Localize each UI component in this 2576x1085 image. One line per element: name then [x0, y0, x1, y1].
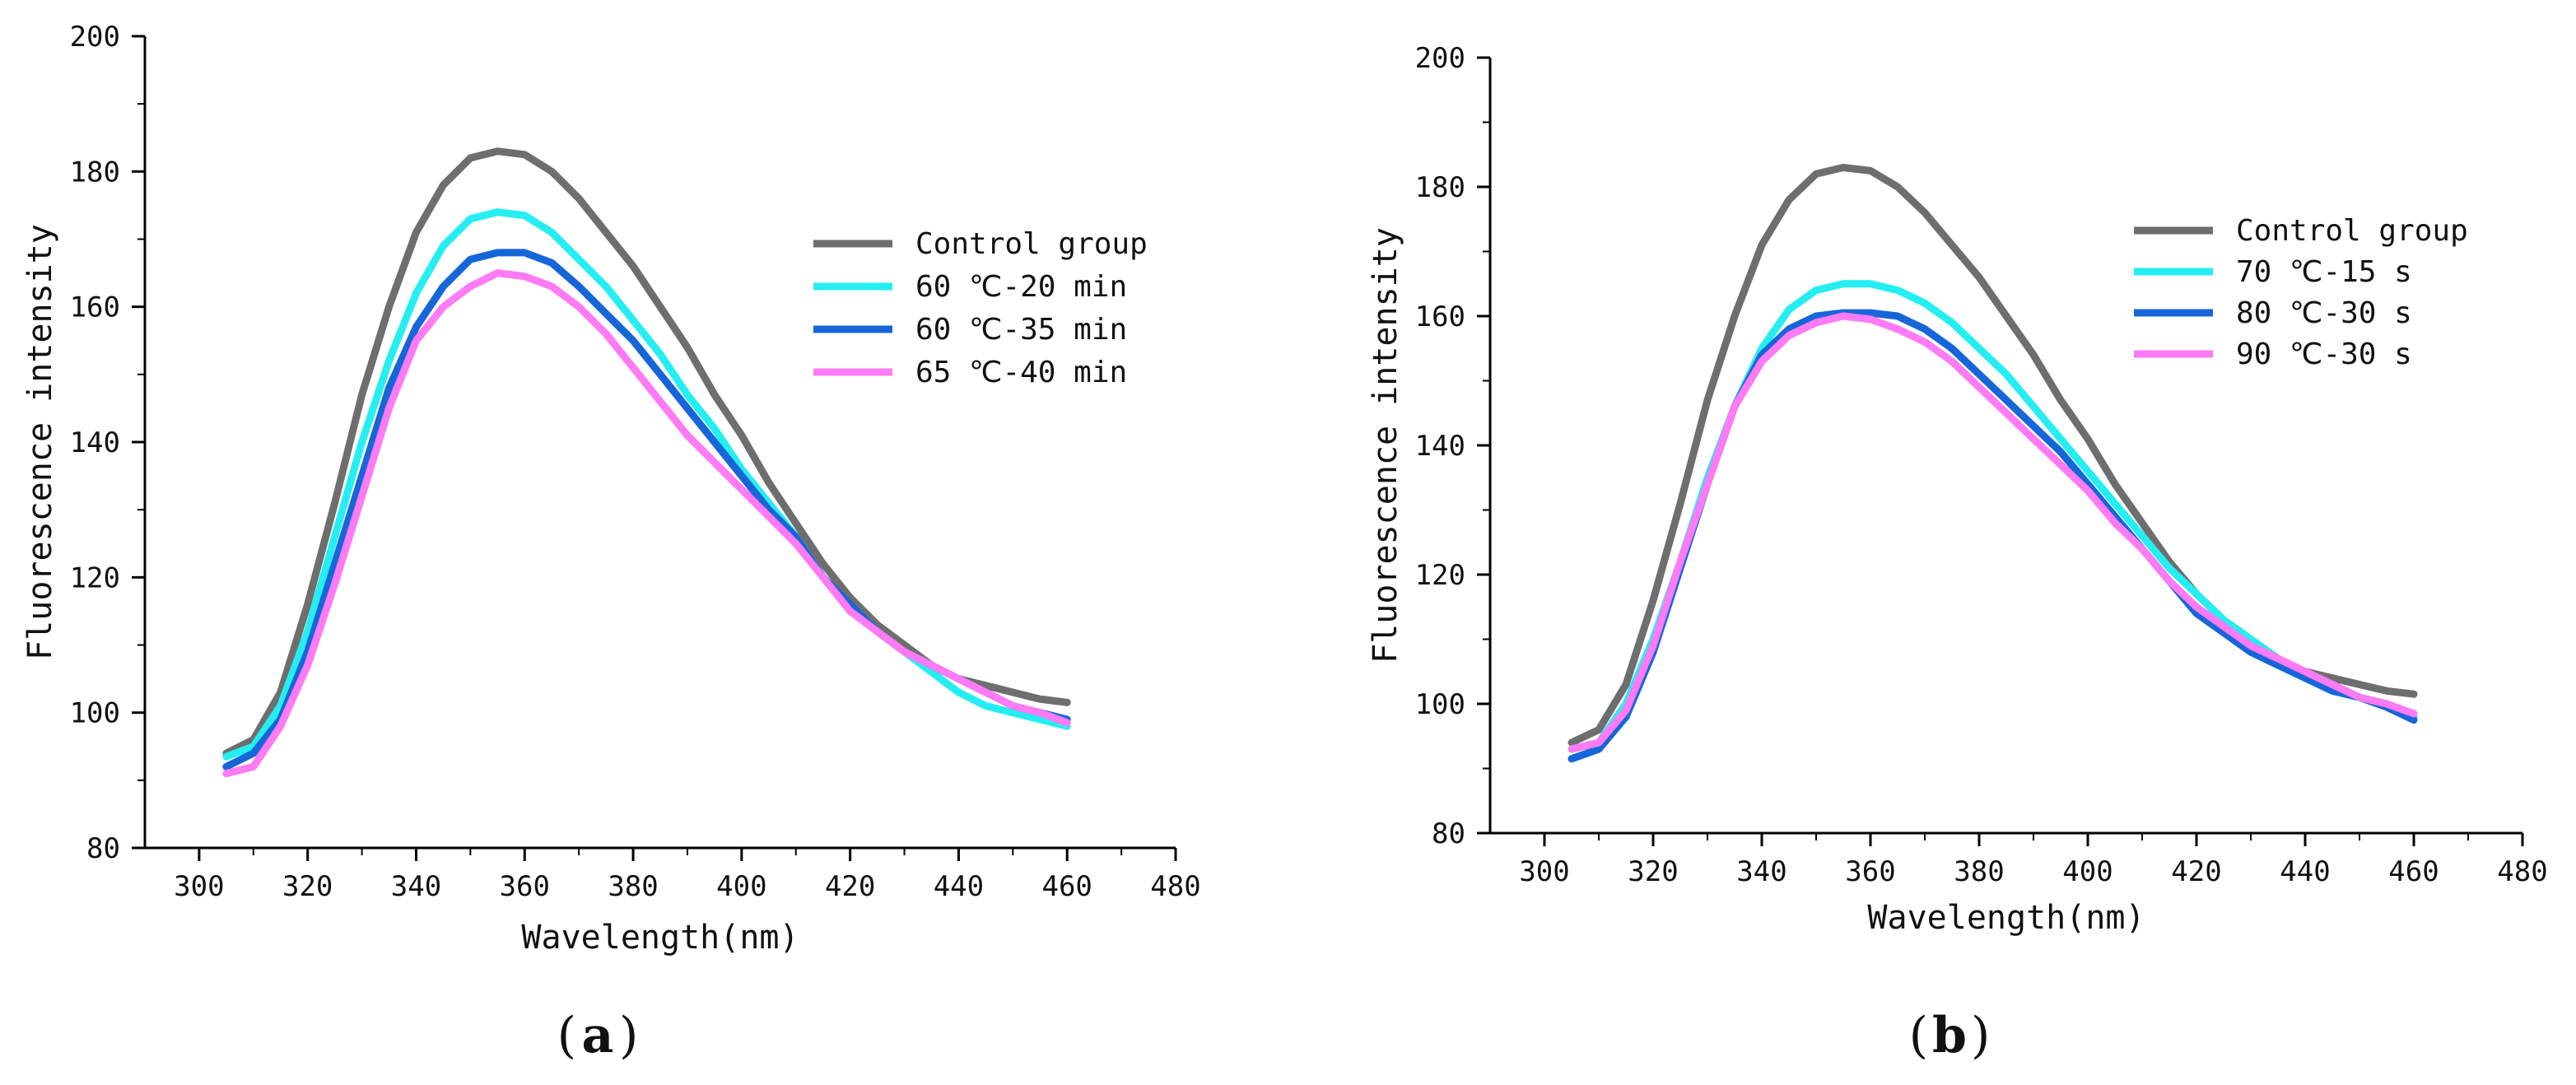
legend: Control group 60 ℃-20 min 60 ℃-35 min 65 ℃-… — [813, 227, 1148, 389]
x-tick-label: 380 — [608, 870, 658, 903]
y-tick-label: 200 — [1415, 42, 1465, 75]
y-tick-label: 140 — [70, 426, 120, 459]
x-tick-label: 360 — [1845, 855, 1895, 888]
x-tick-label: 340 — [391, 870, 441, 903]
x-tick-label: 400 — [2062, 855, 2113, 888]
x-tick-label: 380 — [1954, 855, 2004, 888]
y-tick-label: 80 — [86, 832, 120, 865]
y-tick-label: 180 — [70, 156, 120, 189]
series-line-4 — [222, 269, 1071, 778]
x-tick-label: 300 — [1519, 855, 1569, 888]
x-tick-label: 320 — [1628, 855, 1678, 888]
legend-label-2: 60 ℃-20 min — [915, 270, 1127, 304]
legend-label-1: Control group — [2236, 214, 2468, 248]
legend-label-3: 80 ℃-30 s — [2236, 296, 2412, 330]
y-tick-label: 120 — [1415, 559, 1465, 592]
legend-label-2: 70 ℃-15 s — [2236, 255, 2412, 289]
x-tick-label: 320 — [282, 870, 333, 903]
x-tick-label: 440 — [2280, 855, 2330, 888]
x-tick-label: 340 — [1736, 855, 1786, 888]
panel-b-chart: 300 320 340 360 380 400 420 440 460 480 80 100 120 14… — [1367, 42, 2548, 937]
series-line-2 — [222, 208, 1071, 761]
panel-b-label-close: ) — [1971, 1007, 1990, 1064]
x-tick-label: 480 — [1150, 870, 1200, 903]
legend-label-3: 60 ℃-35 min — [915, 313, 1127, 347]
x-tick-label: 480 — [2497, 855, 2547, 888]
x-tick-label: 360 — [500, 870, 550, 903]
legend-label-4: 65 ℃-40 min — [915, 356, 1127, 389]
y-tick-label: 120 — [70, 561, 120, 594]
y-tick-label: 100 — [1415, 688, 1465, 721]
series-line-4 — [1567, 312, 2418, 753]
legend: Control group 70 ℃-15 s 80 ℃-30 s 90 ℃-30 s — [2134, 214, 2468, 371]
x-tick-label: 440 — [934, 870, 984, 903]
x-tick-label: 420 — [2171, 855, 2221, 888]
y-tick-label: 80 — [1432, 817, 1465, 850]
panel-a-chart: 300 320 340 360 380 400 420 440 460 480 80 100 120 14… — [21, 21, 1201, 957]
panel-b-label-open: ( — [1909, 1007, 1928, 1064]
x-tick-label: 400 — [716, 870, 766, 903]
y-tick-label: 160 — [1415, 300, 1465, 333]
y-tick-label: 200 — [70, 21, 120, 54]
x-tick-label: 460 — [1041, 870, 1092, 903]
y-axis-label: Fluorescence intensity — [21, 224, 59, 660]
x-tick-label: 460 — [2388, 855, 2439, 888]
x-axis-label: Wavelength(nm) — [521, 919, 799, 957]
x-tick-label: 420 — [825, 870, 875, 903]
y-tick-label: 160 — [70, 291, 120, 324]
panel-a-label-open: ( — [557, 1007, 576, 1064]
legend-label-4: 90 ℃-30 s — [2236, 338, 2412, 371]
panel-a-label-letter: a — [582, 1007, 614, 1064]
legend-label-1: Control group — [915, 227, 1148, 261]
y-tick-label: 140 — [1415, 430, 1465, 463]
y-axis-label: Fluorescence intensity — [1367, 227, 1404, 664]
y-tick-label: 100 — [70, 697, 120, 730]
panel-a-label-close: ) — [619, 1007, 638, 1064]
x-axis-label: Wavelength(nm) — [1867, 899, 2145, 937]
x-tick-label: 300 — [174, 870, 224, 903]
panel-b-label-letter: b — [1932, 1007, 1967, 1064]
y-tick-label: 180 — [1415, 171, 1465, 204]
